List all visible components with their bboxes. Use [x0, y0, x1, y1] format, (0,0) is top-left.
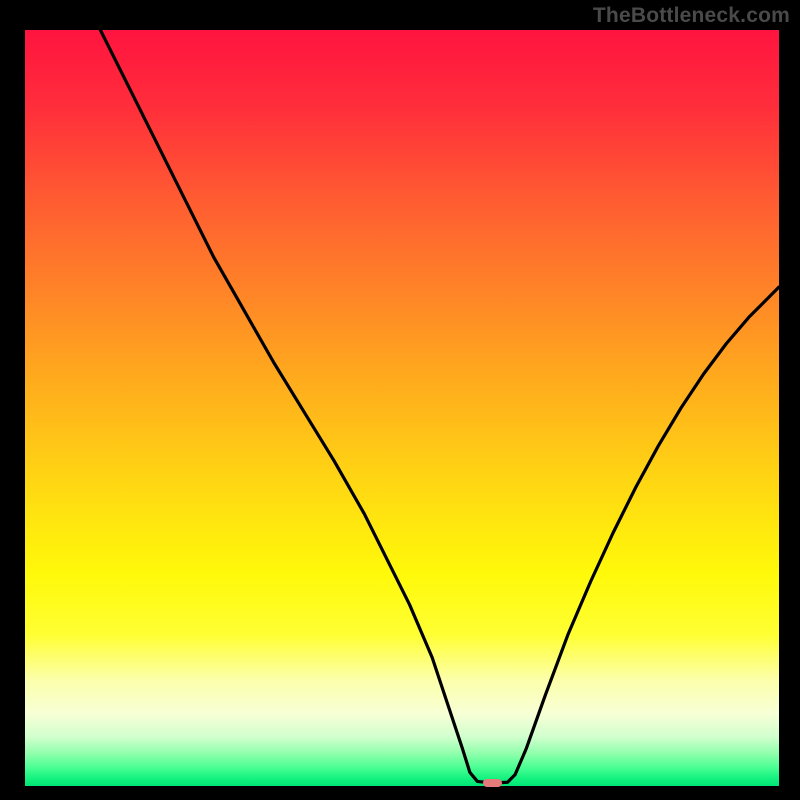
plot-area [25, 30, 779, 786]
plot-svg [25, 30, 779, 786]
optimum-marker [483, 779, 503, 788]
watermark-text: TheBottleneck.com [593, 4, 790, 28]
chart-frame: TheBottleneck.com [0, 0, 800, 800]
